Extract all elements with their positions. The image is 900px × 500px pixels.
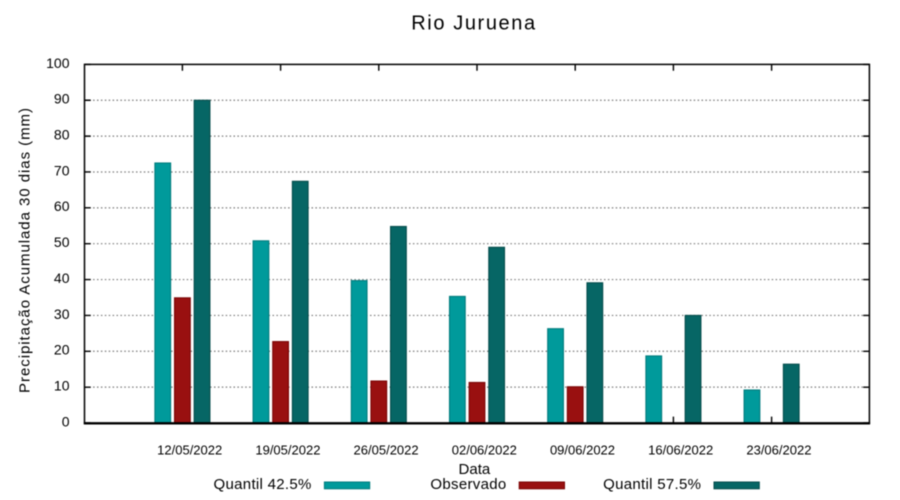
svg-text:80: 80	[54, 127, 70, 143]
svg-text:Precipitação Acumulada 30 dias: Precipitação Acumulada 30 dias (mm)	[17, 107, 34, 393]
svg-text:16/06/2022: 16/06/2022	[648, 443, 713, 458]
svg-text:Quantil 42.5%: Quantil 42.5%	[214, 476, 312, 493]
svg-text:09/06/2022: 09/06/2022	[550, 443, 615, 458]
svg-text:70: 70	[54, 162, 70, 178]
svg-text:20: 20	[54, 342, 70, 358]
svg-text:02/06/2022: 02/06/2022	[452, 443, 517, 458]
svg-text:Quantil 57.5%: Quantil 57.5%	[603, 476, 701, 493]
svg-text:19/05/2022: 19/05/2022	[255, 443, 320, 458]
svg-text:0: 0	[62, 413, 70, 429]
svg-text:50: 50	[54, 234, 70, 250]
svg-text:26/05/2022: 26/05/2022	[354, 443, 419, 458]
svg-text:10: 10	[54, 378, 70, 394]
svg-text:100: 100	[46, 55, 70, 71]
svg-text:Observado: Observado	[430, 476, 506, 493]
svg-text:40: 40	[54, 270, 70, 286]
svg-text:23/06/2022: 23/06/2022	[746, 443, 811, 458]
svg-text:Rio Juruena: Rio Juruena	[411, 13, 536, 35]
svg-text:60: 60	[54, 198, 70, 214]
svg-text:30: 30	[54, 306, 70, 322]
svg-text:Data: Data	[459, 461, 491, 478]
svg-text:90: 90	[54, 91, 70, 107]
svg-text:12/05/2022: 12/05/2022	[157, 443, 222, 458]
